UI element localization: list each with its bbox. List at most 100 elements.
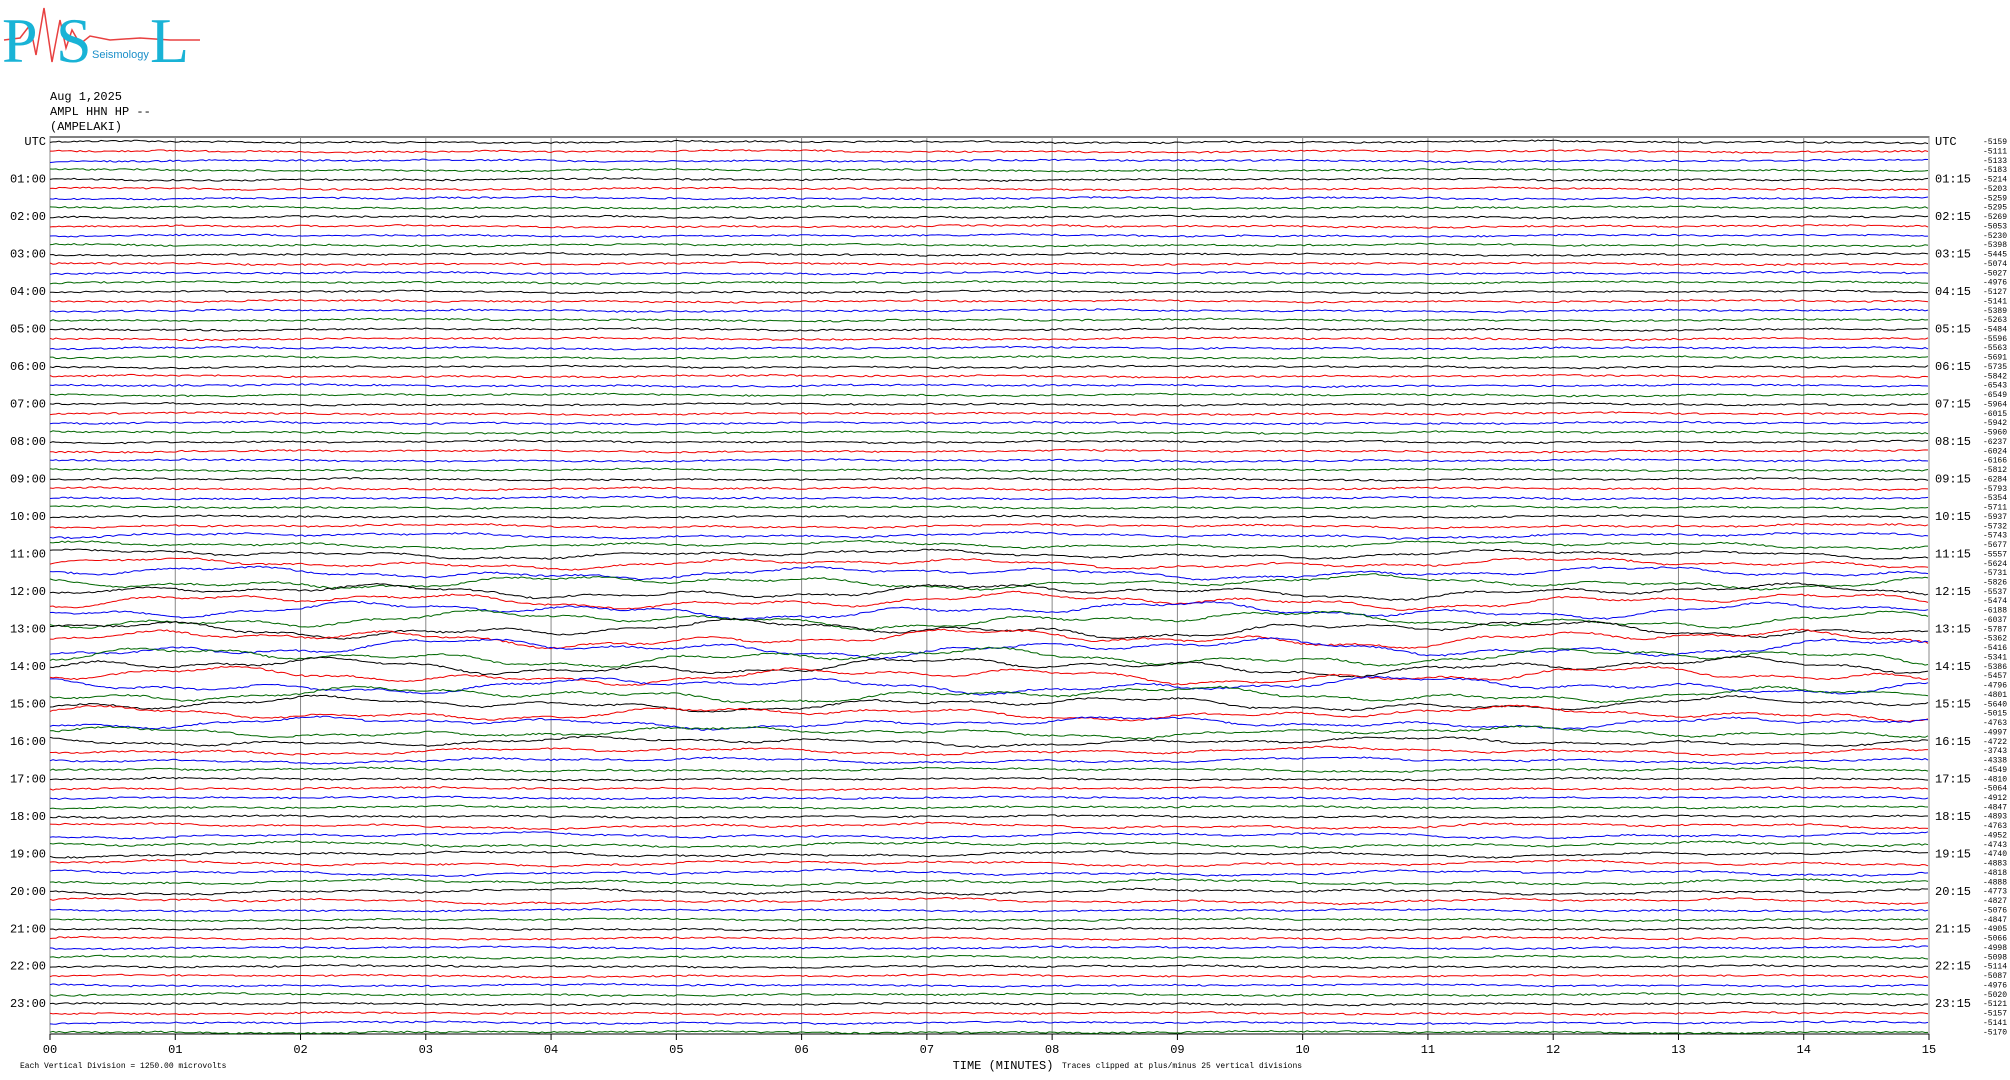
row-value: -4888: [1983, 878, 2007, 887]
row-value: -6284: [1983, 475, 2007, 484]
right-time-label: 14:15: [1935, 660, 1971, 674]
x-tick-label: 01: [168, 1043, 182, 1057]
trace: [49, 859, 1929, 868]
right-time-label: 08:15: [1935, 435, 1971, 449]
right-time-label: 01:15: [1935, 173, 1971, 187]
trace: [49, 195, 1929, 201]
trace: [49, 868, 1929, 877]
trace: [49, 776, 1929, 782]
trace: [49, 458, 1929, 463]
trace: [49, 1001, 1929, 1007]
row-value: -5735: [1983, 363, 2007, 372]
trace: [49, 935, 1929, 941]
trace: [49, 224, 1929, 229]
date: Aug 1,2025: [50, 90, 122, 104]
trace: [49, 467, 1929, 473]
trace: [49, 531, 1929, 540]
trace: [49, 158, 1929, 164]
trace: [49, 420, 1929, 426]
row-value: -5474: [1983, 597, 2007, 606]
row-value: -5027: [1983, 269, 2007, 278]
trace: [49, 401, 1929, 407]
trace: [49, 715, 1929, 731]
row-value: -4763: [1983, 822, 2007, 831]
trace: [49, 383, 1929, 389]
trace: [49, 392, 1929, 398]
row-value: -5259: [1983, 194, 2007, 203]
left-time-label: 23:00: [10, 997, 46, 1011]
row-value: -5731: [1983, 569, 2007, 578]
trace: [49, 590, 1929, 611]
axis-title: TIME (MINUTES): [953, 1059, 1054, 1073]
row-value: -5711: [1983, 504, 2007, 513]
trace: [50, 745, 1928, 757]
trace: [49, 907, 1929, 913]
trace: [49, 495, 1929, 501]
trace: [49, 430, 1929, 435]
left-time-label: 18:00: [10, 810, 46, 824]
row-value: -5640: [1983, 700, 2007, 709]
trace: [49, 756, 1929, 765]
row-value: -5263: [1983, 316, 2007, 325]
trace: [49, 992, 1929, 997]
row-value: -4773: [1983, 888, 2007, 897]
trace: [49, 373, 1929, 379]
row-value: -5230: [1983, 232, 2007, 241]
right-time-label: 23:15: [1935, 997, 1971, 1011]
trace: [49, 704, 1929, 723]
row-value: -5826: [1983, 578, 2007, 587]
right-time-label: 19:15: [1935, 847, 1971, 861]
trace: [49, 1029, 1929, 1035]
x-tick-label: 02: [293, 1043, 307, 1057]
left-time-label: 11:00: [10, 547, 46, 561]
trace: [49, 504, 1929, 510]
x-tick-label: 14: [1797, 1043, 1811, 1057]
row-value: -5937: [1983, 513, 2007, 522]
row-value: -5170: [1983, 1028, 2007, 1037]
row-value: -5074: [1983, 260, 2007, 269]
row-value: -5269: [1983, 213, 2007, 222]
left-time-label: 19:00: [10, 847, 46, 861]
row-value: -5743: [1983, 532, 2007, 541]
trace: [49, 514, 1929, 520]
left-time-label: 22:00: [10, 960, 46, 974]
left-time-label: 08:00: [10, 435, 46, 449]
trace: [49, 804, 1929, 810]
row-value: -5942: [1983, 419, 2007, 428]
trace: [49, 523, 1929, 530]
left-time-label: 21:00: [10, 922, 46, 936]
trace: [49, 186, 1929, 192]
row-value: -5624: [1983, 560, 2007, 569]
row-value: -5183: [1983, 166, 2007, 175]
row-value: -5812: [1983, 466, 2007, 475]
right-time-label: 09:15: [1935, 472, 1971, 486]
row-value: -5389: [1983, 307, 2007, 316]
right-time-label: 11:15: [1935, 547, 1971, 561]
row-value: -4818: [1983, 869, 2007, 878]
row-value: -5159: [1983, 138, 2007, 147]
trace: [49, 637, 1929, 660]
trace: [49, 486, 1929, 492]
row-value: -4893: [1983, 813, 2007, 822]
x-tick-label: 08: [1045, 1043, 1059, 1057]
trace: [49, 840, 1929, 849]
row-value: -5537: [1983, 588, 2007, 597]
row-value: -4905: [1983, 925, 2007, 934]
trace: [50, 289, 1928, 295]
x-tick-label: 12: [1546, 1043, 1560, 1057]
clip-note: Traces clipped at plus/minus 25 vertical…: [1062, 1062, 1302, 1071]
row-value: -5445: [1983, 251, 2007, 260]
trace: [50, 617, 1929, 640]
trace: [49, 270, 1929, 276]
row-value: -5596: [1983, 335, 2007, 344]
row-value: -4743: [1983, 841, 2007, 850]
left-time-label: 17:00: [10, 772, 46, 786]
right-time-label: 06:15: [1935, 360, 1971, 374]
trace: [49, 539, 1928, 551]
trace: [49, 926, 1928, 932]
trace: [49, 964, 1929, 969]
logo-caption: Seismology: [92, 49, 149, 61]
right-time-label: 22:15: [1935, 960, 1971, 974]
x-tick-label: 09: [1170, 1043, 1184, 1057]
trace: [49, 954, 1929, 960]
